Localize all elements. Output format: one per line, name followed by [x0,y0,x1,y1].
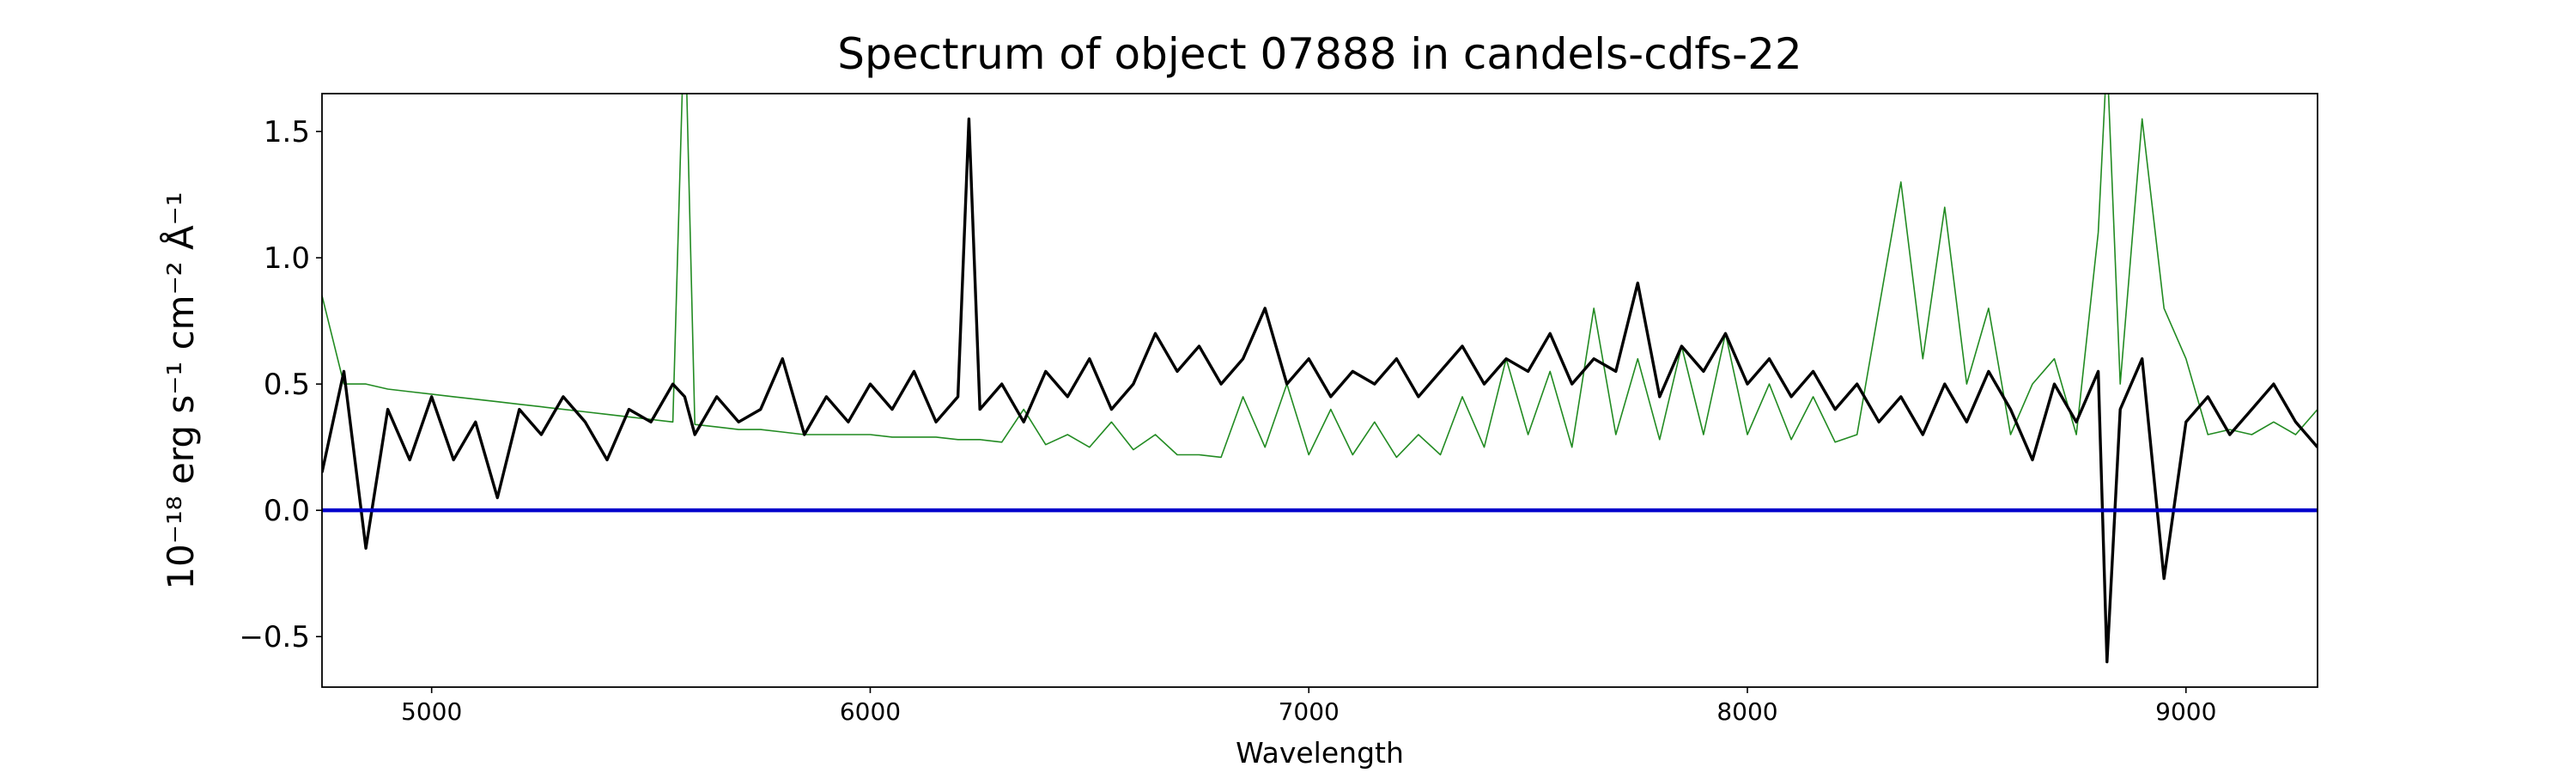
y-tick-label: 0.0 [264,494,310,528]
x-tick-label: 5000 [401,697,462,726]
x-tick-label: 9000 [2155,697,2216,726]
y-tick-label: 1.0 [264,241,310,276]
x-axis-label: Wavelength [1236,736,1404,770]
x-tick-label: 6000 [840,697,901,726]
x-tick-label: 7000 [1279,697,1340,726]
chart-title: Spectrum of object 07888 in candels-cdfs… [837,29,1802,79]
spectrum-line [322,94,2318,459]
plot-frame [321,93,2318,688]
spectrum-line [322,117,2318,664]
y-axis-label: 10⁻¹⁸ erg s⁻¹ cm⁻² Å⁻¹ [159,192,202,589]
x-tick-label: 8000 [1716,697,1777,726]
plot-area [322,94,2318,664]
y-tick-label: 0.5 [264,368,310,402]
y-tick-label: 1.5 [264,115,310,149]
y-tick-label: −0.5 [239,620,310,654]
